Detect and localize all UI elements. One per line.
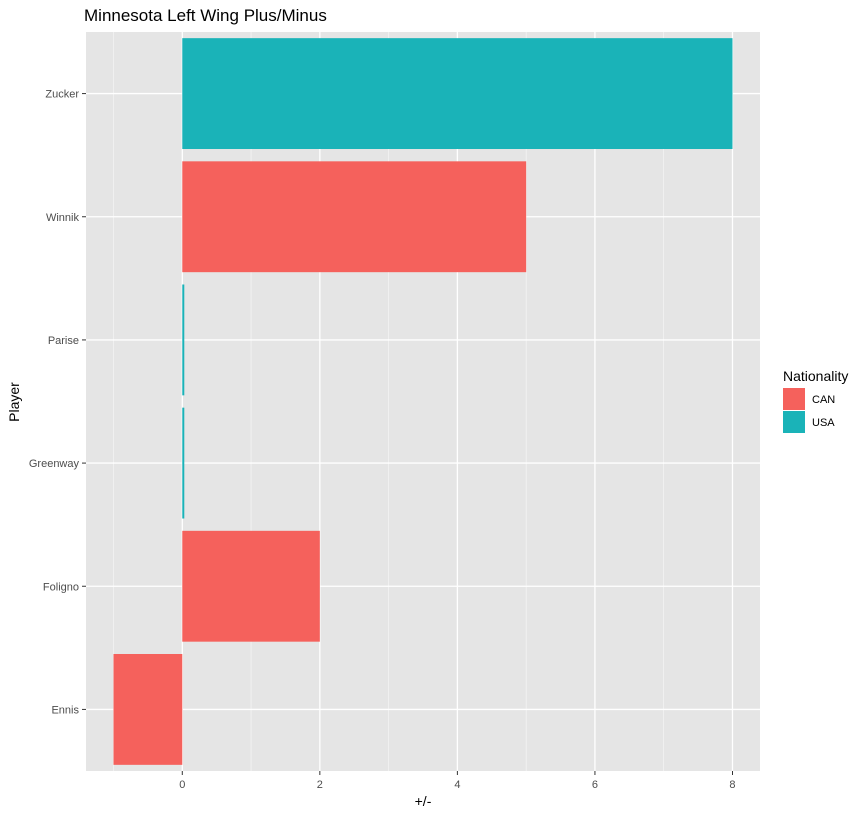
bar-winnik [182,161,527,273]
legend-swatch-usa [783,411,805,433]
bar-zucker [182,38,733,150]
y-tick-label: Zucker [45,89,79,101]
legend: Nationality CAN USA [783,368,848,433]
bar-parise [182,284,185,396]
y-tick-label: Greenway [29,458,80,470]
x-tick-label: 6 [592,779,598,791]
legend-title: Nationality [783,368,848,384]
y-tick-label: Foligno [43,581,79,593]
y-tick-label: Ennis [51,704,79,716]
axis-layer: 0 2 4 6 8 Ennis Foligno Greenway Parise Winnik Zuc… [29,89,736,791]
legend-items: CAN USA [783,388,835,433]
x-tick-label: 0 [179,779,185,791]
y-axis-title: Player [6,382,22,422]
x-tick-label: 4 [454,779,460,791]
bar-foligno [182,530,320,642]
legend-label-usa: USA [812,417,835,429]
bar-greenway [182,407,185,519]
x-tick-label: 2 [317,779,323,791]
plot-panel [86,32,760,771]
x-tick-label: 8 [729,779,735,791]
bar-layer [113,38,733,765]
bar-ennis [113,653,183,765]
y-tick-label: Parise [48,335,79,347]
legend-label-can: CAN [812,394,835,406]
y-tick-label: Winnik [46,212,80,224]
legend-swatch-can [783,388,805,410]
chart-title: Minnesota Left Wing Plus/Minus [84,6,327,25]
x-axis-title: +/- [415,793,432,809]
panel-background [86,32,760,771]
